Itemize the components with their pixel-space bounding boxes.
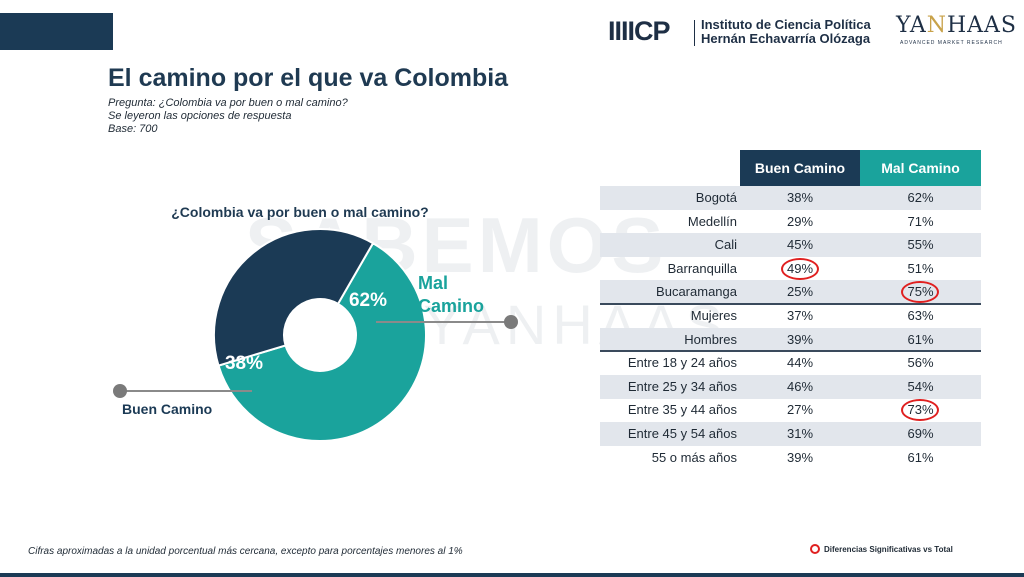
row-label: Barranquilla <box>667 260 737 276</box>
significance-circle-icon <box>901 399 939 422</box>
yanhaas-logo-subtitle: ADVANCED MARKET RESEARCH <box>900 40 1003 46</box>
row-label: Medellín <box>687 213 737 229</box>
cell-buen-camino: 31% <box>786 426 814 441</box>
cell-mal-camino: 55% <box>907 237 934 253</box>
callout-label-mal-line-1: Mal <box>418 273 448 293</box>
icp-logo-mark: IIIICP <box>608 16 671 46</box>
group-divider <box>600 303 981 305</box>
row-label: Hombres <box>684 331 737 347</box>
yanhaas-mark-a: YA <box>896 13 927 38</box>
table-row: 55 o más años 39% 61% <box>600 446 981 470</box>
corner-accent-bar <box>0 13 113 50</box>
column-header-buen-camino: Buen Camino <box>740 150 860 186</box>
cell-mal-camino: 56% <box>907 355 934 371</box>
row-label: Cali <box>714 237 737 253</box>
row-label: Entre 35 y 44 años <box>627 402 737 418</box>
cell-mal-camino: 63% <box>907 308 934 323</box>
table-row: Mujeres 37% 63% <box>600 304 981 328</box>
callout-label-buen: Buen Camino <box>122 401 212 417</box>
cell-buen-camino: 38% <box>786 190 814 205</box>
footnote: Cifras aproximadas a la unidad porcentua… <box>28 546 463 557</box>
cell-buen-camino: 37% <box>786 308 814 323</box>
row-label: Entre 25 y 34 años <box>627 378 737 394</box>
yanhaas-mark-c: HAAS <box>946 13 1017 38</box>
table-row: Entre 45 y 54 años 31% 69% <box>600 422 981 446</box>
cell-buen-camino: 27% <box>786 402 814 418</box>
question-text: Pregunta: ¿Colombia va por buen o mal ca… <box>108 97 348 109</box>
table-row: Bogotá 38% 62% <box>600 186 981 210</box>
cell-buen-camino: 29% <box>786 213 814 229</box>
method-note: Se leyeron las opciones de respuesta <box>108 110 292 122</box>
cell-mal-camino: 54% <box>907 378 934 394</box>
cell-mal-camino: 69% <box>907 426 934 441</box>
cell-mal-camino: 62% <box>907 190 934 205</box>
row-label: Mujeres <box>690 308 737 323</box>
row-label: Bogotá <box>695 190 737 205</box>
cell-buen-camino: 39% <box>786 449 814 465</box>
cell-mal-camino: 61% <box>907 449 934 465</box>
pie-chart-title: ¿Colombia va por buen o mal camino? <box>171 204 428 220</box>
group-divider <box>600 350 981 353</box>
icp-logo-line-2: Hernán Echavarría Olózaga <box>701 31 871 46</box>
icp-logo-text: Instituto de Ciencia Política Hernán Ech… <box>701 18 871 46</box>
table-row: Entre 25 y 34 años 46% 54% <box>600 374 981 399</box>
significance-circle-icon <box>901 281 939 304</box>
legend-label: Diferencias Significativas vs Total <box>824 544 953 554</box>
table-row: Medellín 29% 71% <box>600 210 981 234</box>
cell-buen-camino: 44% <box>786 355 814 371</box>
cell-buen-camino: 39% <box>786 331 814 347</box>
bottom-accent-bar <box>0 573 1024 577</box>
callout-label-mal-line-2: Camino <box>418 296 484 316</box>
significance-legend: Diferencias Significativas vs Total <box>810 544 953 554</box>
base-text: Base: 700 <box>108 123 158 135</box>
yanhaas-mark-b: N <box>926 13 947 38</box>
icp-logo: IIIICP Instituto de Ciencia Política Her… <box>608 14 888 50</box>
cell-mal-camino: 61% <box>907 331 934 347</box>
cell-mal-camino: 51% <box>907 260 934 276</box>
cell-buen-camino: 46% <box>786 378 814 394</box>
significance-circle-icon <box>781 257 819 280</box>
cell-buen-camino: 25% <box>786 284 814 300</box>
row-label: 55 o más años <box>651 449 737 465</box>
yanhaas-logo-mark: YANHAAS <box>896 13 1016 38</box>
donut-hole <box>284 299 356 371</box>
row-label: Entre 45 y 54 años <box>627 426 737 441</box>
table-row: Hombres 39% 61% <box>600 327 981 352</box>
callout-dot-buen <box>113 384 127 398</box>
row-label: Bucaramanga <box>656 284 737 300</box>
icp-logo-line-1: Instituto de Ciencia Política <box>701 17 871 32</box>
row-label: Entre 18 y 24 años <box>627 355 737 371</box>
yanhaas-logo: YANHAAS ADVANCED MARKET RESEARCH <box>896 13 1016 51</box>
cell-buen-camino: 45% <box>786 237 814 253</box>
pie-slice-buen-camino <box>213 228 375 367</box>
table-row: Entre 18 y 24 años 44% 56% <box>600 351 981 375</box>
page-title: El camino por el que va Colombia <box>108 64 509 92</box>
icp-logo-divider <box>694 20 695 46</box>
table-row: Cali 45% 55% <box>600 233 981 258</box>
red-circle-icon <box>810 544 820 554</box>
slice-label-buen-camino: 38% <box>225 353 263 374</box>
cell-mal-camino: 71% <box>907 213 934 229</box>
pie-slices <box>213 228 427 442</box>
slice-label-mal-camino: 62% <box>349 290 387 311</box>
callout-dot-mal <box>504 315 518 329</box>
column-header-mal-camino: Mal Camino <box>860 150 981 186</box>
